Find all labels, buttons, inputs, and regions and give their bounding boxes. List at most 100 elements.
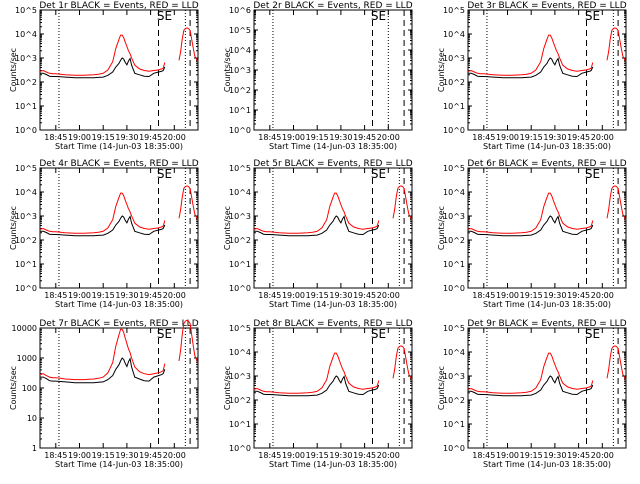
x-tick-label: 19:00 bbox=[282, 133, 305, 142]
y-tick-label: 10^1 bbox=[443, 420, 465, 429]
panel-6: Det 6r BLACK = Events, RED = LLD 10^0 10^1… bbox=[437, 159, 627, 309]
lld-series-line bbox=[467, 27, 627, 76]
x-tick-label: 19:30 bbox=[329, 133, 352, 142]
events-series-line bbox=[254, 375, 380, 397]
plot-frame bbox=[39, 327, 199, 449]
lld-series-line bbox=[253, 345, 413, 394]
y-tick-label: 10^0 bbox=[229, 284, 251, 293]
x-tick-label: 18:45 bbox=[44, 291, 67, 300]
y-tick-label: 10^4 bbox=[15, 188, 37, 197]
panel-2: Det 2r BLACK = Events, RED = LLD 10^0 10^1… bbox=[223, 1, 413, 151]
x-tick-label: 19:45 bbox=[567, 133, 590, 142]
y-tick-label: 10^2 bbox=[15, 78, 37, 87]
y-tick-label: 10^4 bbox=[15, 30, 37, 39]
x-tick-label: 19:45 bbox=[139, 133, 162, 142]
x-tick-label: 20:00 bbox=[591, 451, 614, 460]
x-tick-label: 18:45 bbox=[472, 451, 495, 460]
panel-title: Det 2r BLACK = Events, RED = LLD bbox=[253, 1, 412, 11]
y-tick-label: 10^3 bbox=[229, 372, 251, 381]
y-tick-label: 10^0 bbox=[443, 126, 465, 135]
x-tick-label: 20:00 bbox=[163, 291, 186, 300]
se-label: SE bbox=[585, 167, 600, 181]
y-axis-label: Counts/sec bbox=[437, 366, 446, 410]
y-tick-label: 10^1 bbox=[229, 106, 251, 115]
y-tick-label: 10^4 bbox=[229, 46, 251, 55]
panel-1: Det 1r BLACK = Events, RED = LLD 10^0 10^1… bbox=[9, 1, 199, 151]
x-axis-label: Start Time (14-Jun-03 18:35:00) bbox=[55, 300, 183, 309]
y-tick-label: 10000 bbox=[12, 324, 37, 333]
y-tick-label: 10^2 bbox=[443, 396, 465, 405]
x-axis-label: Start Time (14-Jun-03 18:35:00) bbox=[269, 142, 397, 151]
y-tick-label: 10^5 bbox=[443, 6, 465, 15]
y-tick-label: 10^0 bbox=[229, 444, 251, 453]
lld-series-line bbox=[253, 185, 413, 234]
events-series-line bbox=[40, 357, 166, 384]
y-tick-label: 10^1 bbox=[15, 102, 37, 111]
se-label: SE bbox=[585, 327, 600, 341]
x-tick-label: 19:30 bbox=[543, 133, 566, 142]
x-tick-label: 19:45 bbox=[353, 291, 376, 300]
y-tick-label: 10^5 bbox=[15, 6, 37, 15]
y-tick-label: 10^1 bbox=[443, 260, 465, 269]
x-axis-label: Start Time (14-Jun-03 18:35:00) bbox=[269, 460, 397, 469]
y-tick-label: 10^1 bbox=[15, 260, 37, 269]
x-tick-label: 19:30 bbox=[543, 291, 566, 300]
y-tick-label: 10^5 bbox=[229, 164, 251, 173]
y-tick-label: 10^4 bbox=[229, 188, 251, 197]
plot-frame bbox=[39, 167, 199, 289]
x-tick-label: 19:45 bbox=[353, 133, 376, 142]
x-tick-label: 19:00 bbox=[496, 133, 519, 142]
y-tick-label: 10^3 bbox=[443, 212, 465, 221]
x-tick-label: 18:45 bbox=[472, 133, 495, 142]
y-tick-label: 1 bbox=[32, 444, 37, 453]
x-tick-label: 19:45 bbox=[567, 451, 590, 460]
x-tick-label: 19:30 bbox=[329, 291, 352, 300]
y-tick-label: 10^5 bbox=[443, 324, 465, 333]
x-tick-label: 20:00 bbox=[591, 291, 614, 300]
events-series-line bbox=[40, 57, 166, 79]
x-tick-label: 19:15 bbox=[520, 133, 543, 142]
x-tick-label: 19:00 bbox=[496, 291, 519, 300]
x-tick-label: 20:00 bbox=[163, 133, 186, 142]
y-tick-label: 10^4 bbox=[443, 188, 465, 197]
x-tick-label: 19:45 bbox=[139, 291, 162, 300]
x-axis-label: Start Time (14-Jun-03 18:35:00) bbox=[55, 460, 183, 469]
y-tick-label: 10^0 bbox=[443, 284, 465, 293]
se-label: SE bbox=[157, 167, 172, 181]
events-series-line bbox=[468, 375, 594, 397]
x-tick-label: 20:00 bbox=[591, 133, 614, 142]
lld-series-line bbox=[467, 345, 627, 394]
events-series-line bbox=[254, 215, 380, 237]
plot-frame bbox=[39, 9, 199, 131]
plot-frame bbox=[467, 327, 627, 449]
panel-4: Det 4r BLACK = Events, RED = LLD 10^0 10^1… bbox=[9, 159, 199, 309]
y-tick-label: 10^3 bbox=[229, 212, 251, 221]
panel-title: Det 4r BLACK = Events, RED = LLD bbox=[39, 159, 198, 169]
y-tick-label: 10^4 bbox=[229, 348, 251, 357]
x-tick-label: 19:15 bbox=[520, 451, 543, 460]
x-tick-label: 19:45 bbox=[353, 451, 376, 460]
x-tick-label: 19:00 bbox=[496, 451, 519, 460]
se-label: SE bbox=[371, 167, 386, 181]
x-tick-label: 18:45 bbox=[472, 291, 495, 300]
y-tick-label: 10^2 bbox=[443, 236, 465, 245]
se-label: SE bbox=[585, 9, 600, 23]
y-tick-label: 10^5 bbox=[229, 324, 251, 333]
x-tick-label: 19:15 bbox=[306, 133, 329, 142]
x-tick-label: 19:30 bbox=[543, 451, 566, 460]
y-tick-label: 10^2 bbox=[15, 236, 37, 245]
se-label: SE bbox=[371, 9, 386, 23]
x-tick-label: 19:00 bbox=[282, 291, 305, 300]
y-axis-label: Counts/sec bbox=[223, 366, 232, 410]
x-tick-label: 19:30 bbox=[115, 291, 138, 300]
y-tick-label: 10^3 bbox=[229, 66, 251, 75]
events-series-line bbox=[468, 57, 594, 79]
y-tick-label: 10^1 bbox=[229, 420, 251, 429]
x-tick-label: 18:45 bbox=[44, 133, 67, 142]
y-tick-label: 10^5 bbox=[229, 26, 251, 35]
y-tick-label: 10^4 bbox=[443, 348, 465, 357]
y-tick-label: 10^0 bbox=[15, 126, 37, 135]
y-axis-label: Counts/sec bbox=[437, 206, 446, 250]
